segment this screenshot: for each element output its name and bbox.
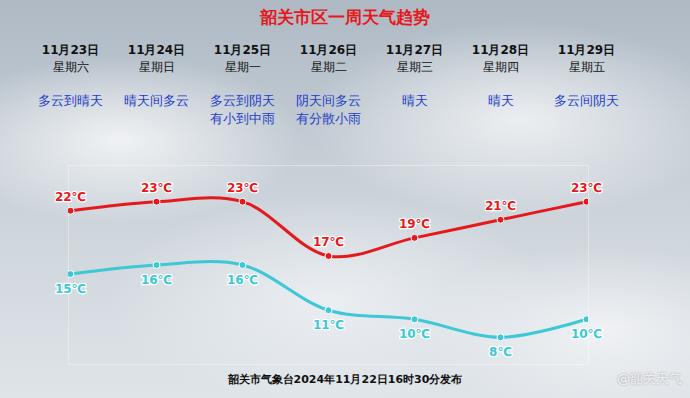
svg-text:10℃: 10℃ (571, 327, 602, 341)
svg-text:11月24日: 11月24日 (128, 43, 185, 57)
svg-text:11月26日: 11月26日 (300, 43, 357, 57)
svg-text:星期三: 星期三 (397, 60, 433, 74)
svg-text:星期四: 星期四 (483, 60, 519, 74)
svg-text:11月27日: 11月27日 (386, 43, 443, 57)
svg-text:23℃: 23℃ (141, 181, 172, 195)
svg-text:有分散小雨: 有分散小雨 (296, 111, 361, 126)
svg-text:晴天: 晴天 (488, 93, 514, 108)
svg-text:晴天: 晴天 (402, 93, 428, 108)
svg-text:8℃: 8℃ (489, 345, 512, 359)
svg-text:星期五: 星期五 (569, 60, 605, 74)
svg-text:10℃: 10℃ (399, 327, 430, 341)
svg-text:17℃: 17℃ (313, 235, 344, 249)
svg-text:22℃: 22℃ (55, 190, 86, 204)
html-text:韶关市区一周天气趋势: 韶关市区一周天气趋势 (260, 7, 430, 27)
svg-text:19℃: 19℃ (399, 217, 430, 231)
svg-text:阴天间多云: 阴天间多云 (296, 93, 361, 108)
svg-text:21℃: 21℃ (485, 199, 516, 213)
svg-text:11℃: 11℃ (313, 318, 344, 332)
svg-text:15℃: 15℃ (55, 282, 86, 296)
svg-text:23℃: 23℃ (571, 181, 602, 195)
svg-text:多云到晴天: 多云到晴天 (38, 93, 103, 108)
svg-text:11月28日: 11月28日 (472, 43, 529, 57)
html-text:@韶关天气: @韶关天气 (617, 371, 682, 386)
svg-text:11月23日: 11月23日 (42, 43, 99, 57)
svg-text:16℃: 16℃ (141, 273, 172, 287)
svg-text:11月25日: 11月25日 (214, 43, 271, 57)
svg-text:多云间阴天: 多云间阴天 (554, 93, 619, 108)
svg-text:有小到中雨: 有小到中雨 (210, 111, 275, 126)
svg-text:星期六: 星期六 (53, 60, 89, 74)
svg-text:11月29日: 11月29日 (558, 43, 615, 57)
svg-text:16℃: 16℃ (227, 273, 258, 287)
svg-text:晴天间多云: 晴天间多云 (124, 93, 189, 108)
svg-text:星期日: 星期日 (139, 60, 175, 74)
svg-text:星期二: 星期二 (311, 60, 347, 74)
svg-text:多云到阴天: 多云到阴天 (210, 93, 275, 108)
html-text:韶关市气象台2024年11月22日16时30分发布: 韶关市气象台2024年11月22日16时30分发布 (227, 373, 463, 386)
svg-text:23℃: 23℃ (227, 181, 258, 195)
svg-text:星期一: 星期一 (225, 60, 261, 74)
